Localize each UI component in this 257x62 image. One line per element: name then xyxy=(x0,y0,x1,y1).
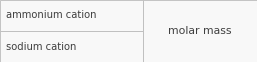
Text: sodium cation: sodium cation xyxy=(6,41,77,52)
Bar xyxy=(143,0,257,62)
Text: molar mass: molar mass xyxy=(168,26,232,36)
Bar xyxy=(0,0,143,31)
Bar xyxy=(0,31,143,62)
Text: ammonium cation: ammonium cation xyxy=(6,10,97,21)
